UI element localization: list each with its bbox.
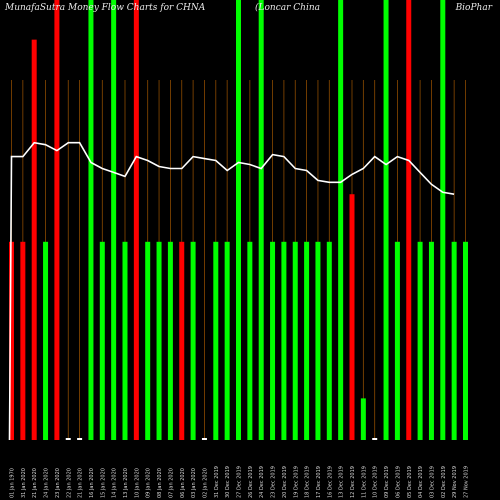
bar bbox=[326, 241, 332, 440]
bar bbox=[213, 241, 219, 440]
x-tick-label: 05 Dec 2019 bbox=[407, 466, 413, 498]
bar bbox=[406, 0, 412, 440]
bar bbox=[179, 241, 185, 440]
bar bbox=[440, 0, 446, 440]
bar bbox=[145, 241, 151, 440]
bar bbox=[190, 241, 196, 440]
bar bbox=[88, 0, 94, 440]
x-tick-label: 30 Dec 2019 bbox=[225, 466, 231, 498]
x-tick-label: 27 Nov 2019 bbox=[464, 466, 470, 498]
x-tick-label: 31 Jan 2020 bbox=[21, 468, 27, 498]
x-tick-label: 09 Dec 2019 bbox=[384, 466, 390, 498]
x-tick-label: 17 Dec 2019 bbox=[316, 466, 322, 498]
bar bbox=[99, 241, 105, 440]
bar bbox=[54, 0, 60, 440]
x-tick-label: 06 Jan 2020 bbox=[180, 468, 186, 498]
chart-title-right: BioPhar bbox=[455, 3, 492, 13]
bar bbox=[77, 438, 83, 440]
bar bbox=[383, 0, 389, 440]
x-tick-label: 22 Jan 2020 bbox=[66, 468, 72, 498]
bar bbox=[9, 241, 14, 440]
x-tick-label: 20 Dec 2019 bbox=[282, 466, 288, 498]
x-tick-label: 03 Jan 2020 bbox=[191, 468, 197, 498]
bar bbox=[338, 0, 344, 440]
x-tick-label: 31 Dec 2019 bbox=[214, 466, 220, 498]
x-tick-label: 11 Dec 2019 bbox=[361, 466, 367, 498]
x-tick-label: 24 Jan 2020 bbox=[44, 468, 50, 498]
bar bbox=[463, 241, 468, 440]
x-tick-label: 02 Jan 2020 bbox=[202, 468, 208, 498]
bar bbox=[133, 0, 139, 440]
x-tick-label: 08 Jan 2020 bbox=[157, 468, 163, 498]
bar bbox=[224, 241, 230, 440]
bar bbox=[65, 438, 71, 440]
bar bbox=[281, 241, 287, 440]
x-tick-label: 21 Jan 2020 bbox=[32, 468, 38, 498]
x-tick-label: 04 Dec 2019 bbox=[418, 466, 424, 498]
x-tick-label: 27 Dec 2019 bbox=[237, 466, 243, 498]
chart-title-mid: (Loncar China bbox=[255, 3, 320, 13]
x-tick-label: 13 Jan 2020 bbox=[123, 468, 129, 498]
x-tick-label: 23 Jan 2020 bbox=[55, 468, 61, 498]
bar bbox=[349, 194, 355, 440]
x-tick-label: 09 Jan 2020 bbox=[146, 468, 152, 498]
bar bbox=[20, 241, 26, 440]
x-tick-label: 13 Dec 2019 bbox=[339, 466, 345, 498]
bar bbox=[315, 241, 321, 440]
money-flow-line bbox=[8, 141, 455, 441]
bar bbox=[270, 241, 276, 440]
bar bbox=[156, 241, 162, 440]
x-tick-label: 14 Jan 2020 bbox=[112, 468, 118, 498]
bar bbox=[247, 241, 253, 440]
bar bbox=[451, 241, 457, 440]
bar bbox=[360, 398, 366, 440]
bar bbox=[111, 0, 117, 440]
bar bbox=[167, 241, 173, 440]
x-tick-label: 01 Jan 1970 bbox=[10, 468, 16, 498]
x-tick-label: 26 Dec 2019 bbox=[248, 466, 254, 498]
x-tick-label: 07 Jan 2020 bbox=[168, 468, 174, 498]
x-tick-labels: 01 Jan 1970 31 Jan 2020 21 Jan 2020 24 Jan … bbox=[10, 466, 470, 498]
bar bbox=[394, 241, 400, 440]
x-tick-label: 21 Jan 2020 bbox=[78, 468, 84, 498]
bar bbox=[417, 241, 423, 440]
x-tick-label: 18 Dec 2019 bbox=[305, 466, 311, 498]
chart-title-left: MunafaSutra Money Flow Charts for CHNA bbox=[5, 3, 206, 13]
bar bbox=[428, 241, 434, 440]
bars-group bbox=[9, 0, 468, 440]
bar bbox=[304, 241, 310, 440]
x-tick-label: 29 Nov 2019 bbox=[452, 466, 458, 498]
bar bbox=[258, 0, 264, 440]
x-tick-label: 02 Dec 2019 bbox=[441, 466, 447, 498]
x-tick-label: 06 Dec 2019 bbox=[395, 466, 401, 498]
x-tick-label: 03 Dec 2019 bbox=[429, 466, 435, 498]
x-tick-label: 10 Dec 2019 bbox=[373, 466, 379, 498]
x-tick-label: 23 Dec 2019 bbox=[271, 466, 277, 498]
bar bbox=[31, 39, 37, 440]
bar bbox=[372, 438, 378, 440]
x-tick-label: 24 Dec 2019 bbox=[259, 466, 265, 498]
x-tick-label: 19 Dec 2019 bbox=[293, 466, 299, 498]
x-tick-label: 10 Jan 2020 bbox=[134, 468, 140, 498]
x-tick-label: 16 Dec 2019 bbox=[327, 466, 333, 498]
bar bbox=[43, 241, 49, 440]
x-tick-label: 12 Dec 2019 bbox=[350, 466, 356, 498]
bar bbox=[201, 438, 207, 440]
x-tick-label: 15 Jan 2020 bbox=[100, 468, 106, 498]
x-tick-label: 16 Jan 2020 bbox=[89, 468, 95, 498]
bar bbox=[236, 0, 241, 440]
bar bbox=[122, 241, 128, 440]
bar bbox=[292, 241, 298, 440]
